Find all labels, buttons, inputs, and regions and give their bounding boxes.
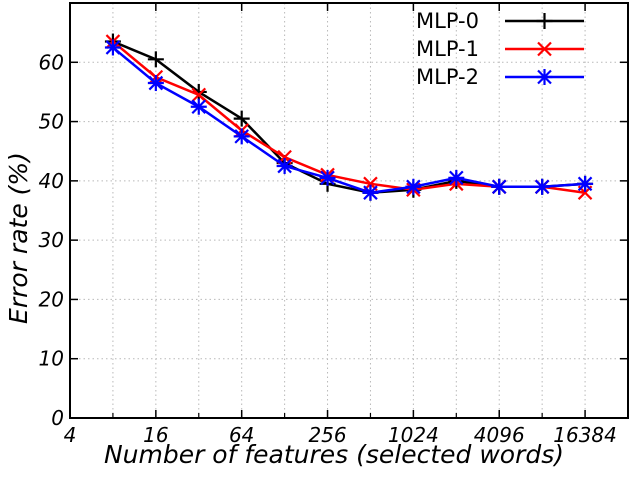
x-tick-label: 256: [308, 423, 346, 447]
data-point-mlp-2: [190, 98, 207, 115]
grid-layer: [70, 3, 628, 418]
data-point-mlp-2: [319, 169, 336, 186]
series-line-mlp-0: [112, 40, 586, 194]
data-point-mlp-1: [191, 87, 207, 103]
data-point-mlp-0: [147, 51, 164, 68]
y-tick-label: 10: [39, 347, 64, 371]
axis-layer: 4 16 64 256 1024 4096 16384 0 10 20 30 40 50 60: [39, 2, 629, 447]
series-layer: [104, 33, 594, 201]
data-point-mlp-2: [147, 75, 164, 92]
y-tick-label: 0: [51, 406, 64, 430]
y-axis-label: Error rate (%): [4, 152, 33, 324]
legend-label-mlp-1: MLP-1: [416, 37, 479, 61]
data-point-mlp-2: [276, 158, 293, 175]
data-point-mlp-2: [491, 178, 508, 195]
data-point-mlp-2-d2: [191, 99, 207, 115]
data-point-mlp-2: [362, 184, 379, 201]
legend-marker-mlp-2: [536, 69, 553, 85]
x-tick-label: 16: [143, 423, 168, 447]
data-point-mlp-2-d2: [363, 185, 378, 200]
data-point-mlp-2-d2: [105, 40, 121, 55]
x-tick-label: 16384: [553, 423, 617, 447]
series-line-mlp-2: [112, 46, 586, 194]
data-point-mlp-2-d2: [577, 176, 593, 192]
x-tick-label: 64: [229, 423, 254, 447]
y-tick-label: 30: [39, 228, 64, 252]
y-tick-label: 60: [39, 50, 64, 74]
x-axis-label: Number of features (selected words): [104, 440, 564, 469]
plot-frame: [69, 2, 629, 419]
data-point-mlp-2-d2: [491, 179, 507, 195]
data-point-mlp-2: [534, 178, 551, 195]
data-point-mlp-2-d2: [277, 158, 292, 174]
series-line-mlp-1: [112, 40, 586, 194]
data-point-mlp-2: [448, 169, 465, 186]
x-tick-label: 4: [64, 423, 77, 447]
data-point-mlp-2-d2: [320, 170, 335, 186]
data-point-mlp-2: [104, 39, 121, 56]
data-point-mlp-0: [233, 110, 250, 127]
data-point-mlp-1-d2: [191, 87, 207, 103]
legend-marker-mlp-0: [536, 13, 553, 29]
legend: MLP-0 MLP-1 MLP-2: [416, 9, 584, 89]
legend-marker-mlp-1: [537, 41, 552, 57]
x-tick-label: 1024: [388, 423, 439, 447]
y-tick-label: 40: [39, 169, 64, 193]
legend-label-mlp-0: MLP-0: [416, 9, 479, 33]
data-point-mlp-2-d2: [234, 129, 249, 144]
legend-marker-mlp-1-d2: [537, 41, 552, 57]
data-point-mlp-2-d2: [148, 75, 164, 91]
x-tick-label: 4096: [474, 423, 525, 447]
legend-label-mlp-2: MLP-2: [416, 65, 479, 89]
data-point-mlp-2-d2: [449, 170, 464, 186]
data-point-mlp-2-d2: [534, 179, 550, 195]
legend-marker-mlp-2-d2: [537, 69, 552, 85]
data-point-mlp-2-d2: [406, 179, 421, 195]
data-point-mlp-2: [405, 178, 422, 195]
data-point-mlp-2: [577, 175, 594, 192]
data-point-mlp-2: [233, 128, 250, 145]
y-tick-label: 50: [39, 110, 64, 134]
y-tick-label: 20: [39, 287, 64, 311]
